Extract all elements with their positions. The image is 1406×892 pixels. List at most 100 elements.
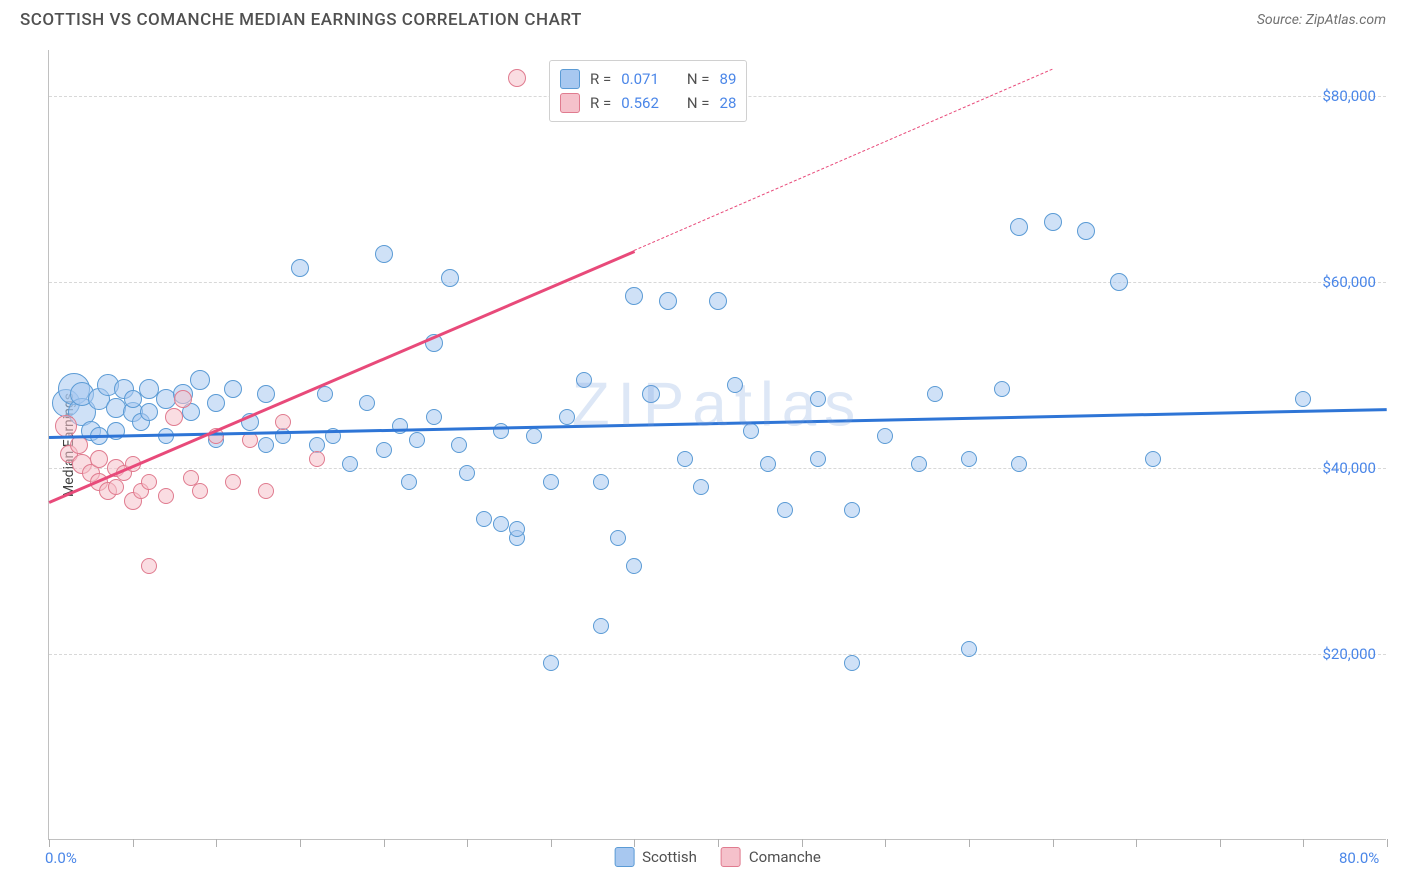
x-tick — [384, 839, 385, 847]
data-point — [207, 394, 225, 412]
data-point — [165, 408, 183, 426]
data-point — [275, 414, 291, 430]
data-point — [476, 511, 492, 527]
legend-n-value: 89 — [720, 70, 737, 88]
x-tick — [885, 839, 886, 847]
data-point — [376, 442, 392, 458]
x-tick — [718, 839, 719, 847]
data-point — [257, 385, 275, 403]
data-point — [1077, 222, 1095, 240]
data-point — [291, 259, 309, 277]
data-point — [927, 386, 943, 402]
x-tick — [49, 839, 50, 847]
x-tick — [802, 839, 803, 847]
data-point — [225, 474, 241, 490]
legend-swatch — [560, 93, 580, 113]
chart-area: Median Earnings $20,000$40,000$60,000$80… — [48, 50, 1386, 840]
data-point — [426, 409, 442, 425]
data-point — [158, 488, 174, 504]
legend-item: Comanche — [721, 847, 821, 867]
data-point — [1011, 456, 1027, 472]
legend-swatch — [721, 847, 741, 867]
data-point — [526, 428, 542, 444]
data-point — [709, 292, 727, 310]
data-point — [1044, 213, 1062, 231]
data-point — [1010, 218, 1028, 236]
legend-swatch — [560, 69, 580, 89]
data-point — [70, 436, 88, 454]
legend-r-label: R = — [590, 70, 611, 88]
data-point — [693, 479, 709, 495]
data-point — [743, 423, 759, 439]
data-point — [141, 474, 157, 490]
gridline — [49, 468, 1386, 469]
legend-n-label: N = — [687, 94, 710, 112]
data-point — [610, 530, 626, 546]
data-point — [810, 451, 826, 467]
data-point — [174, 390, 192, 408]
x-tick — [216, 839, 217, 847]
data-point — [90, 450, 108, 468]
data-point — [451, 437, 467, 453]
legend-n-label: N = — [687, 70, 710, 88]
data-point — [224, 380, 242, 398]
x-axis-label: 80.0% — [1339, 849, 1379, 867]
data-point — [844, 502, 860, 518]
legend-n-value: 28 — [720, 94, 737, 112]
legend-row: R = 0.071 N = 89 — [560, 67, 736, 91]
data-point — [961, 451, 977, 467]
x-tick — [1136, 839, 1137, 847]
data-point — [190, 370, 210, 390]
x-tick — [1220, 839, 1221, 847]
data-point — [877, 428, 893, 444]
data-point — [317, 386, 333, 402]
legend-r-value: 0.071 — [621, 70, 659, 88]
data-point — [192, 483, 208, 499]
data-point — [760, 456, 776, 472]
data-point — [559, 409, 575, 425]
data-point — [509, 521, 525, 537]
data-point — [493, 516, 509, 532]
data-point — [409, 432, 425, 448]
data-point — [911, 456, 927, 472]
correlation-legend: R = 0.071 N = 89R = 0.562 N = 28 — [549, 60, 747, 122]
data-point — [727, 377, 743, 393]
data-point — [459, 465, 475, 481]
x-tick — [969, 839, 970, 847]
data-point — [508, 69, 526, 87]
data-point — [642, 385, 660, 403]
legend-r-value: 0.562 — [621, 94, 659, 112]
data-point — [493, 423, 509, 439]
legend-label: Comanche — [749, 848, 821, 866]
data-point — [401, 474, 417, 490]
data-point — [543, 655, 559, 671]
legend-item: Scottish — [614, 847, 697, 867]
x-tick — [300, 839, 301, 847]
data-point — [994, 381, 1010, 397]
data-point — [677, 451, 693, 467]
legend-swatch — [614, 847, 634, 867]
gridline — [49, 654, 1386, 655]
data-point — [593, 474, 609, 490]
series-legend: Scottish Comanche — [614, 847, 821, 867]
data-point — [441, 269, 459, 287]
data-point — [309, 451, 325, 467]
x-tick — [634, 839, 635, 847]
y-tick-label: $40,000 — [1322, 459, 1376, 477]
x-tick — [1387, 839, 1388, 847]
y-tick-label: $20,000 — [1322, 645, 1376, 663]
data-point — [375, 245, 393, 263]
x-tick — [1053, 839, 1054, 847]
gridline — [49, 282, 1386, 283]
data-point — [961, 641, 977, 657]
data-point — [392, 418, 408, 434]
data-point — [55, 415, 77, 437]
source-label: Source: ZipAtlas.com — [1257, 12, 1386, 28]
data-point — [258, 437, 274, 453]
chart-title: SCOTTISH VS COMANCHE MEDIAN EARNINGS COR… — [20, 10, 582, 30]
data-point — [1145, 451, 1161, 467]
data-point — [625, 287, 643, 305]
y-tick-label: $80,000 — [1322, 87, 1376, 105]
data-point — [626, 558, 642, 574]
data-point — [140, 403, 158, 421]
